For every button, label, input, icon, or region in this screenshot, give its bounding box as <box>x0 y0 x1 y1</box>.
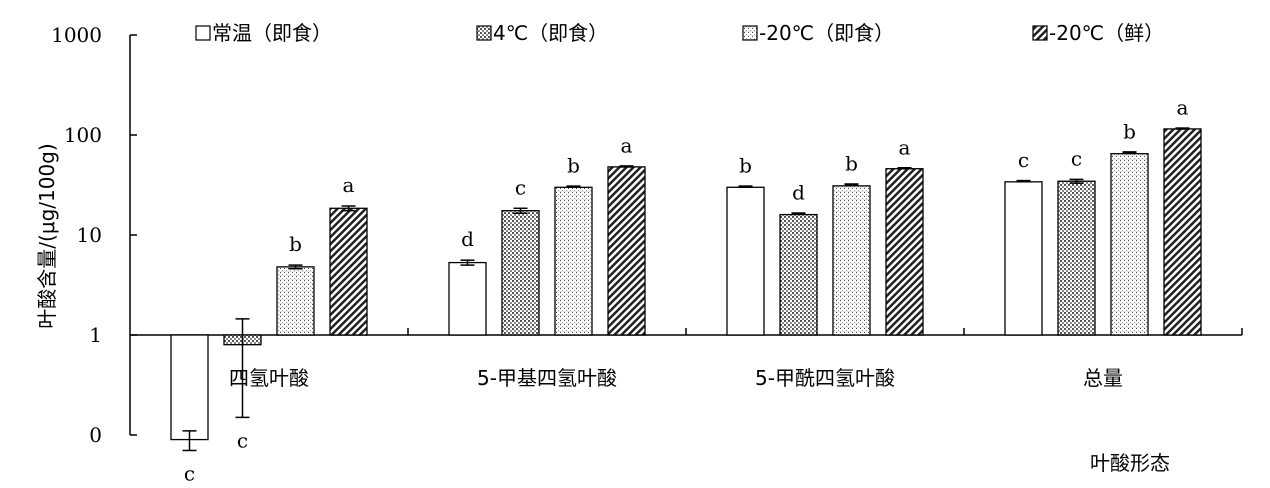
bar <box>779 213 818 336</box>
bar <box>885 168 924 336</box>
legend-label: -20℃（鲜） <box>1049 21 1164 45</box>
legend-swatch <box>742 25 758 41</box>
bar <box>276 266 315 336</box>
bar <box>329 207 368 336</box>
y-tick-label: 100 <box>64 123 102 147</box>
bar <box>554 186 593 336</box>
bar <box>170 334 209 441</box>
bar <box>607 166 646 336</box>
legend: 常温（即食） 4℃（即食） -20℃（即食） -20℃（鲜） <box>195 21 1164 45</box>
y-axis-title: 叶酸含量/(μg/100g) <box>35 143 59 328</box>
bar <box>1057 180 1096 336</box>
x-axis-title: 叶酸形态 <box>1090 451 1170 475</box>
y-tick-label: 1000 <box>51 23 102 47</box>
bars: c c b a d c b a b d b a c c b a <box>170 96 1202 485</box>
significance-label: c <box>184 461 195 485</box>
legend-label: 4℃（即食） <box>493 21 608 45</box>
significance-label: a <box>1177 96 1189 120</box>
significance-label: c <box>1018 148 1029 172</box>
bar <box>1004 181 1043 336</box>
significance-label: a <box>621 133 633 157</box>
significance-label: b <box>567 154 580 178</box>
legend-label: -20℃（即食） <box>759 21 894 45</box>
category-label: 5-甲基四氢叶酸 <box>477 366 617 390</box>
significance-label: c <box>515 175 526 199</box>
legend-swatch <box>1032 25 1048 41</box>
legend-swatch <box>476 25 492 41</box>
significance-label: b <box>845 151 858 175</box>
significance-label: b <box>739 154 752 178</box>
category-label: 总量 <box>1083 366 1123 390</box>
legend-swatch <box>195 25 211 41</box>
bar <box>832 185 871 336</box>
x-axis: 四氢叶酸 5-甲基四氢叶酸 5-甲酰四氢叶酸 总量 <box>130 328 1243 390</box>
significance-label: c <box>237 428 248 452</box>
significance-label: d <box>461 227 474 251</box>
significance-label: c <box>1071 146 1082 170</box>
significance-label: d <box>792 181 805 205</box>
legend-label: 常温（即食） <box>212 21 332 45</box>
significance-label: a <box>343 173 355 197</box>
bar <box>726 186 765 336</box>
significance-label: b <box>1123 119 1136 143</box>
category-label: 5-甲酰四氢叶酸 <box>755 366 895 390</box>
y-tick-label: 0 <box>89 423 102 447</box>
bar <box>501 210 540 336</box>
y-tick-label: 1 <box>89 323 102 347</box>
significance-label: b <box>289 232 302 256</box>
category-label: 四氢叶酸 <box>229 366 309 390</box>
bar <box>1163 128 1202 336</box>
significance-label: a <box>899 135 911 159</box>
bar <box>1110 153 1149 336</box>
y-axis: 0 1 10 100 1000 <box>51 23 137 447</box>
bar <box>448 261 487 336</box>
y-tick-label: 10 <box>77 223 102 247</box>
